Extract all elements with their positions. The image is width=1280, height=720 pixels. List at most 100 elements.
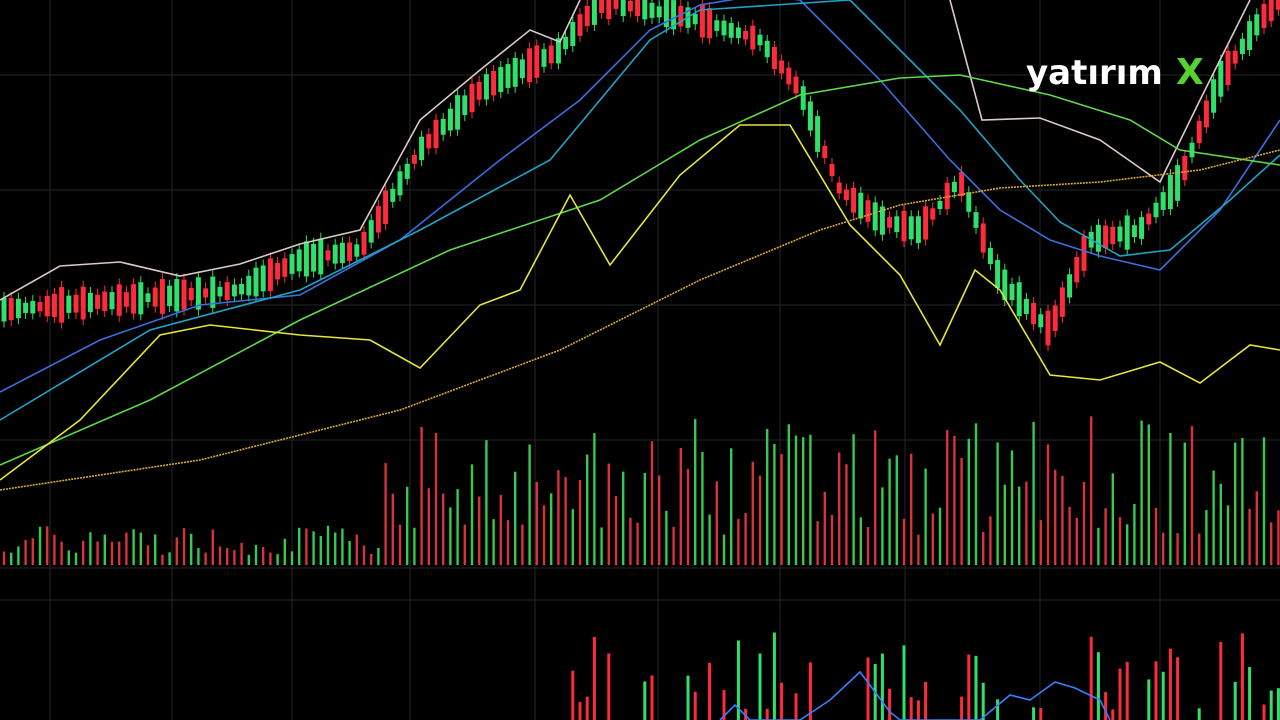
volume-bar: [67, 550, 70, 565]
volume-bar: [226, 548, 229, 565]
candle-body: [786, 67, 792, 85]
candle-body: [73, 294, 79, 313]
candle-body: [325, 250, 331, 261]
volume-bar: [175, 537, 178, 565]
volume-bar: [82, 540, 85, 565]
volume-bar: [946, 430, 949, 565]
volume-bar: [938, 507, 942, 565]
candle-body: [901, 210, 907, 242]
candle-body: [1225, 50, 1231, 86]
volume-bar: [348, 540, 351, 565]
candle-body: [1052, 305, 1058, 331]
volume-bar: [276, 554, 279, 565]
volume-bar: [888, 458, 891, 565]
indicator-bar: [1125, 661, 1129, 720]
volume-bar: [535, 482, 538, 565]
indicator-bar: [1089, 636, 1093, 720]
volume-bar: [794, 435, 798, 565]
candle-body: [476, 81, 482, 100]
candle-body: [498, 67, 504, 93]
volume-bar: [254, 544, 258, 565]
volume-bar: [830, 514, 834, 565]
candle-body: [699, 4, 705, 38]
volume-bar: [38, 526, 42, 565]
candle-body: [714, 20, 720, 31]
candle-body: [563, 36, 569, 50]
volume-bar: [17, 546, 20, 565]
volume-bar: [1183, 442, 1186, 565]
volume-bar: [550, 493, 553, 565]
indicator-bar: [974, 655, 978, 720]
volume-bar: [701, 452, 704, 565]
indicator-bar: [1104, 692, 1108, 720]
ma-line: [0, 0, 1280, 421]
volume-bar: [1198, 533, 1201, 565]
volume-bar: [1032, 421, 1035, 565]
volume-bar: [492, 519, 495, 565]
candle-body: [995, 260, 1001, 288]
candle-body: [635, 0, 641, 17]
ma-line: [0, 149, 1280, 491]
volume-bar: [384, 463, 387, 565]
indicator-bar: [1096, 652, 1100, 720]
candle-body: [246, 275, 252, 296]
candle-body: [109, 292, 115, 310]
indicator-bar: [607, 653, 611, 720]
candle-body: [534, 45, 540, 78]
volume-bar: [269, 552, 272, 565]
volume-bar: [218, 546, 222, 565]
candle-body: [951, 181, 957, 193]
candle-body: [1261, 3, 1267, 29]
volume-bar: [1169, 432, 1172, 565]
volume-bar: [53, 534, 56, 565]
candle-body: [1232, 50, 1238, 64]
candle-body: [390, 188, 396, 202]
candle-body: [339, 242, 345, 264]
candle-body: [426, 134, 432, 149]
volume-bar: [1075, 517, 1078, 565]
volume-bar: [917, 534, 920, 565]
candle-body: [275, 262, 281, 280]
volume-bar: [10, 552, 13, 565]
candle-body: [95, 294, 101, 310]
indicator-bar: [765, 708, 769, 720]
volume-bar: [787, 424, 790, 565]
candle-body: [735, 27, 741, 39]
candle-body: [1124, 215, 1130, 250]
logo-mark: X: [1176, 52, 1204, 93]
candle-body: [1, 297, 7, 322]
candle-body: [116, 284, 122, 316]
candle-body: [879, 206, 885, 235]
volume-bar: [629, 517, 632, 565]
candle-body: [102, 291, 108, 312]
candle-body: [1002, 269, 1008, 300]
candle-body: [779, 60, 785, 74]
candle-body: [181, 279, 187, 310]
candle-body: [894, 216, 900, 233]
indicator-bar: [924, 681, 928, 720]
candle-body: [188, 287, 194, 301]
candle-body: [642, 0, 648, 20]
candle-body: [663, 0, 669, 27]
candle-body: [469, 83, 475, 113]
volume-bar: [1061, 475, 1064, 565]
candle-body: [829, 163, 835, 177]
volume-bar: [780, 454, 783, 565]
candle-body: [260, 265, 266, 292]
volume-bar: [420, 426, 423, 565]
candle-body: [570, 22, 576, 46]
candle-body: [743, 30, 749, 40]
volume-bar: [974, 423, 978, 565]
volume-bar: [809, 434, 812, 565]
candle-body: [138, 282, 144, 315]
volume-bar: [1205, 510, 1208, 565]
volume-bar: [1097, 527, 1100, 565]
candle-body: [174, 279, 180, 312]
indicator-bar: [916, 700, 920, 720]
volume-bar: [1133, 504, 1136, 565]
volume-bar: [578, 479, 582, 565]
indicator-bar: [780, 682, 784, 720]
volume-bar: [211, 529, 214, 565]
candle-body: [253, 267, 259, 297]
